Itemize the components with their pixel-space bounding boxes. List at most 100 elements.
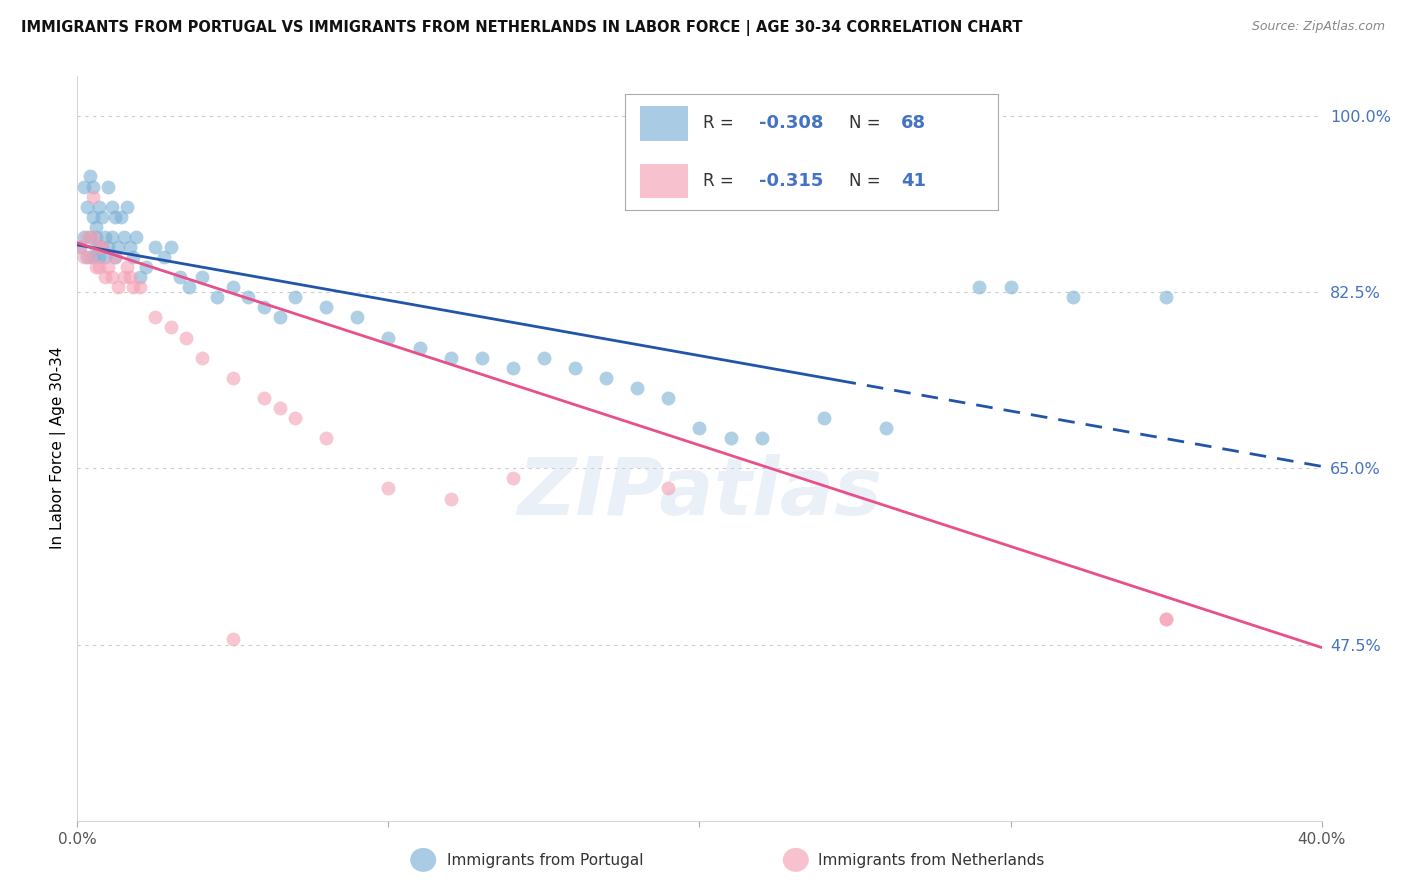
Portugal xyxy=(87,240,110,254)
Portugal xyxy=(440,351,463,365)
Portugal xyxy=(112,230,135,244)
Portugal xyxy=(104,250,127,264)
Portugal xyxy=(564,360,586,375)
Netherlands xyxy=(502,471,524,485)
Portugal xyxy=(1154,290,1177,304)
Portugal xyxy=(346,310,368,325)
Netherlands xyxy=(191,351,214,365)
Portugal xyxy=(94,250,117,264)
Netherlands xyxy=(91,240,114,254)
Portugal xyxy=(94,230,117,244)
Netherlands xyxy=(82,189,104,203)
Netherlands xyxy=(174,330,197,344)
Portugal xyxy=(79,230,101,244)
Portugal xyxy=(875,421,897,435)
Text: Immigrants from Portugal: Immigrants from Portugal xyxy=(447,854,644,868)
Portugal xyxy=(97,240,120,254)
Text: Source: ZipAtlas.com: Source: ZipAtlas.com xyxy=(1251,20,1385,33)
Netherlands xyxy=(112,270,135,285)
Portugal xyxy=(751,431,773,445)
Portugal xyxy=(107,240,129,254)
Portugal xyxy=(269,310,291,325)
Portugal xyxy=(222,280,245,294)
Portugal xyxy=(143,240,166,254)
Portugal xyxy=(595,371,617,385)
Netherlands xyxy=(82,230,104,244)
Netherlands xyxy=(159,320,181,334)
Netherlands xyxy=(284,411,307,425)
Portugal xyxy=(82,179,104,194)
Portugal xyxy=(122,250,145,264)
Portugal xyxy=(76,200,98,214)
Text: Immigrants from Netherlands: Immigrants from Netherlands xyxy=(818,854,1045,868)
Netherlands xyxy=(377,482,399,496)
Portugal xyxy=(91,210,114,224)
Portugal xyxy=(128,270,150,285)
Netherlands xyxy=(79,250,101,264)
Portugal xyxy=(115,200,138,214)
Portugal xyxy=(82,210,104,224)
Netherlands xyxy=(440,491,463,506)
Netherlands xyxy=(253,391,276,405)
Portugal xyxy=(1062,290,1084,304)
Portugal xyxy=(657,391,679,405)
Portugal xyxy=(100,200,122,214)
Portugal xyxy=(253,301,276,315)
Portugal xyxy=(969,280,991,294)
Netherlands xyxy=(657,482,679,496)
Portugal xyxy=(377,330,399,344)
Netherlands xyxy=(94,270,117,285)
Portugal xyxy=(1000,280,1022,294)
Netherlands xyxy=(87,240,110,254)
Portugal xyxy=(84,240,107,254)
Netherlands xyxy=(222,371,245,385)
Portugal xyxy=(79,169,101,184)
Netherlands xyxy=(315,431,337,445)
Netherlands xyxy=(84,260,107,274)
Portugal xyxy=(91,240,114,254)
Portugal xyxy=(87,200,110,214)
Portugal xyxy=(408,341,430,355)
Portugal xyxy=(207,290,229,304)
Portugal xyxy=(84,219,107,234)
Text: ZIPatlas: ZIPatlas xyxy=(517,454,882,532)
Portugal xyxy=(502,360,524,375)
Portugal xyxy=(153,250,176,264)
Netherlands xyxy=(115,260,138,274)
Netherlands xyxy=(269,401,291,415)
Netherlands xyxy=(87,260,110,274)
Portugal xyxy=(689,421,711,435)
Circle shape xyxy=(411,848,436,871)
Portugal xyxy=(626,381,648,395)
Circle shape xyxy=(783,848,808,871)
Netherlands xyxy=(143,310,166,325)
Y-axis label: In Labor Force | Age 30-34: In Labor Force | Age 30-34 xyxy=(51,347,66,549)
Portugal xyxy=(72,179,94,194)
Netherlands xyxy=(120,270,142,285)
Portugal xyxy=(87,250,110,264)
Text: IMMIGRANTS FROM PORTUGAL VS IMMIGRANTS FROM NETHERLANDS IN LABOR FORCE | AGE 30-: IMMIGRANTS FROM PORTUGAL VS IMMIGRANTS F… xyxy=(21,20,1022,36)
Portugal xyxy=(120,240,142,254)
Portugal xyxy=(238,290,260,304)
Netherlands xyxy=(104,250,127,264)
Portugal xyxy=(125,230,148,244)
Netherlands xyxy=(128,280,150,294)
Portugal xyxy=(76,250,98,264)
Portugal xyxy=(82,250,104,264)
Portugal xyxy=(813,411,835,425)
Portugal xyxy=(169,270,191,285)
Portugal xyxy=(533,351,555,365)
Portugal xyxy=(159,240,181,254)
Netherlands xyxy=(72,250,94,264)
Netherlands xyxy=(76,230,98,244)
Portugal xyxy=(84,230,107,244)
Netherlands xyxy=(69,240,91,254)
Portugal xyxy=(69,240,91,254)
Portugal xyxy=(471,351,494,365)
Portugal xyxy=(179,280,201,294)
Portugal xyxy=(97,179,120,194)
Portugal xyxy=(720,431,742,445)
Point xyxy=(222,632,245,647)
Portugal xyxy=(104,210,127,224)
Netherlands xyxy=(97,260,120,274)
